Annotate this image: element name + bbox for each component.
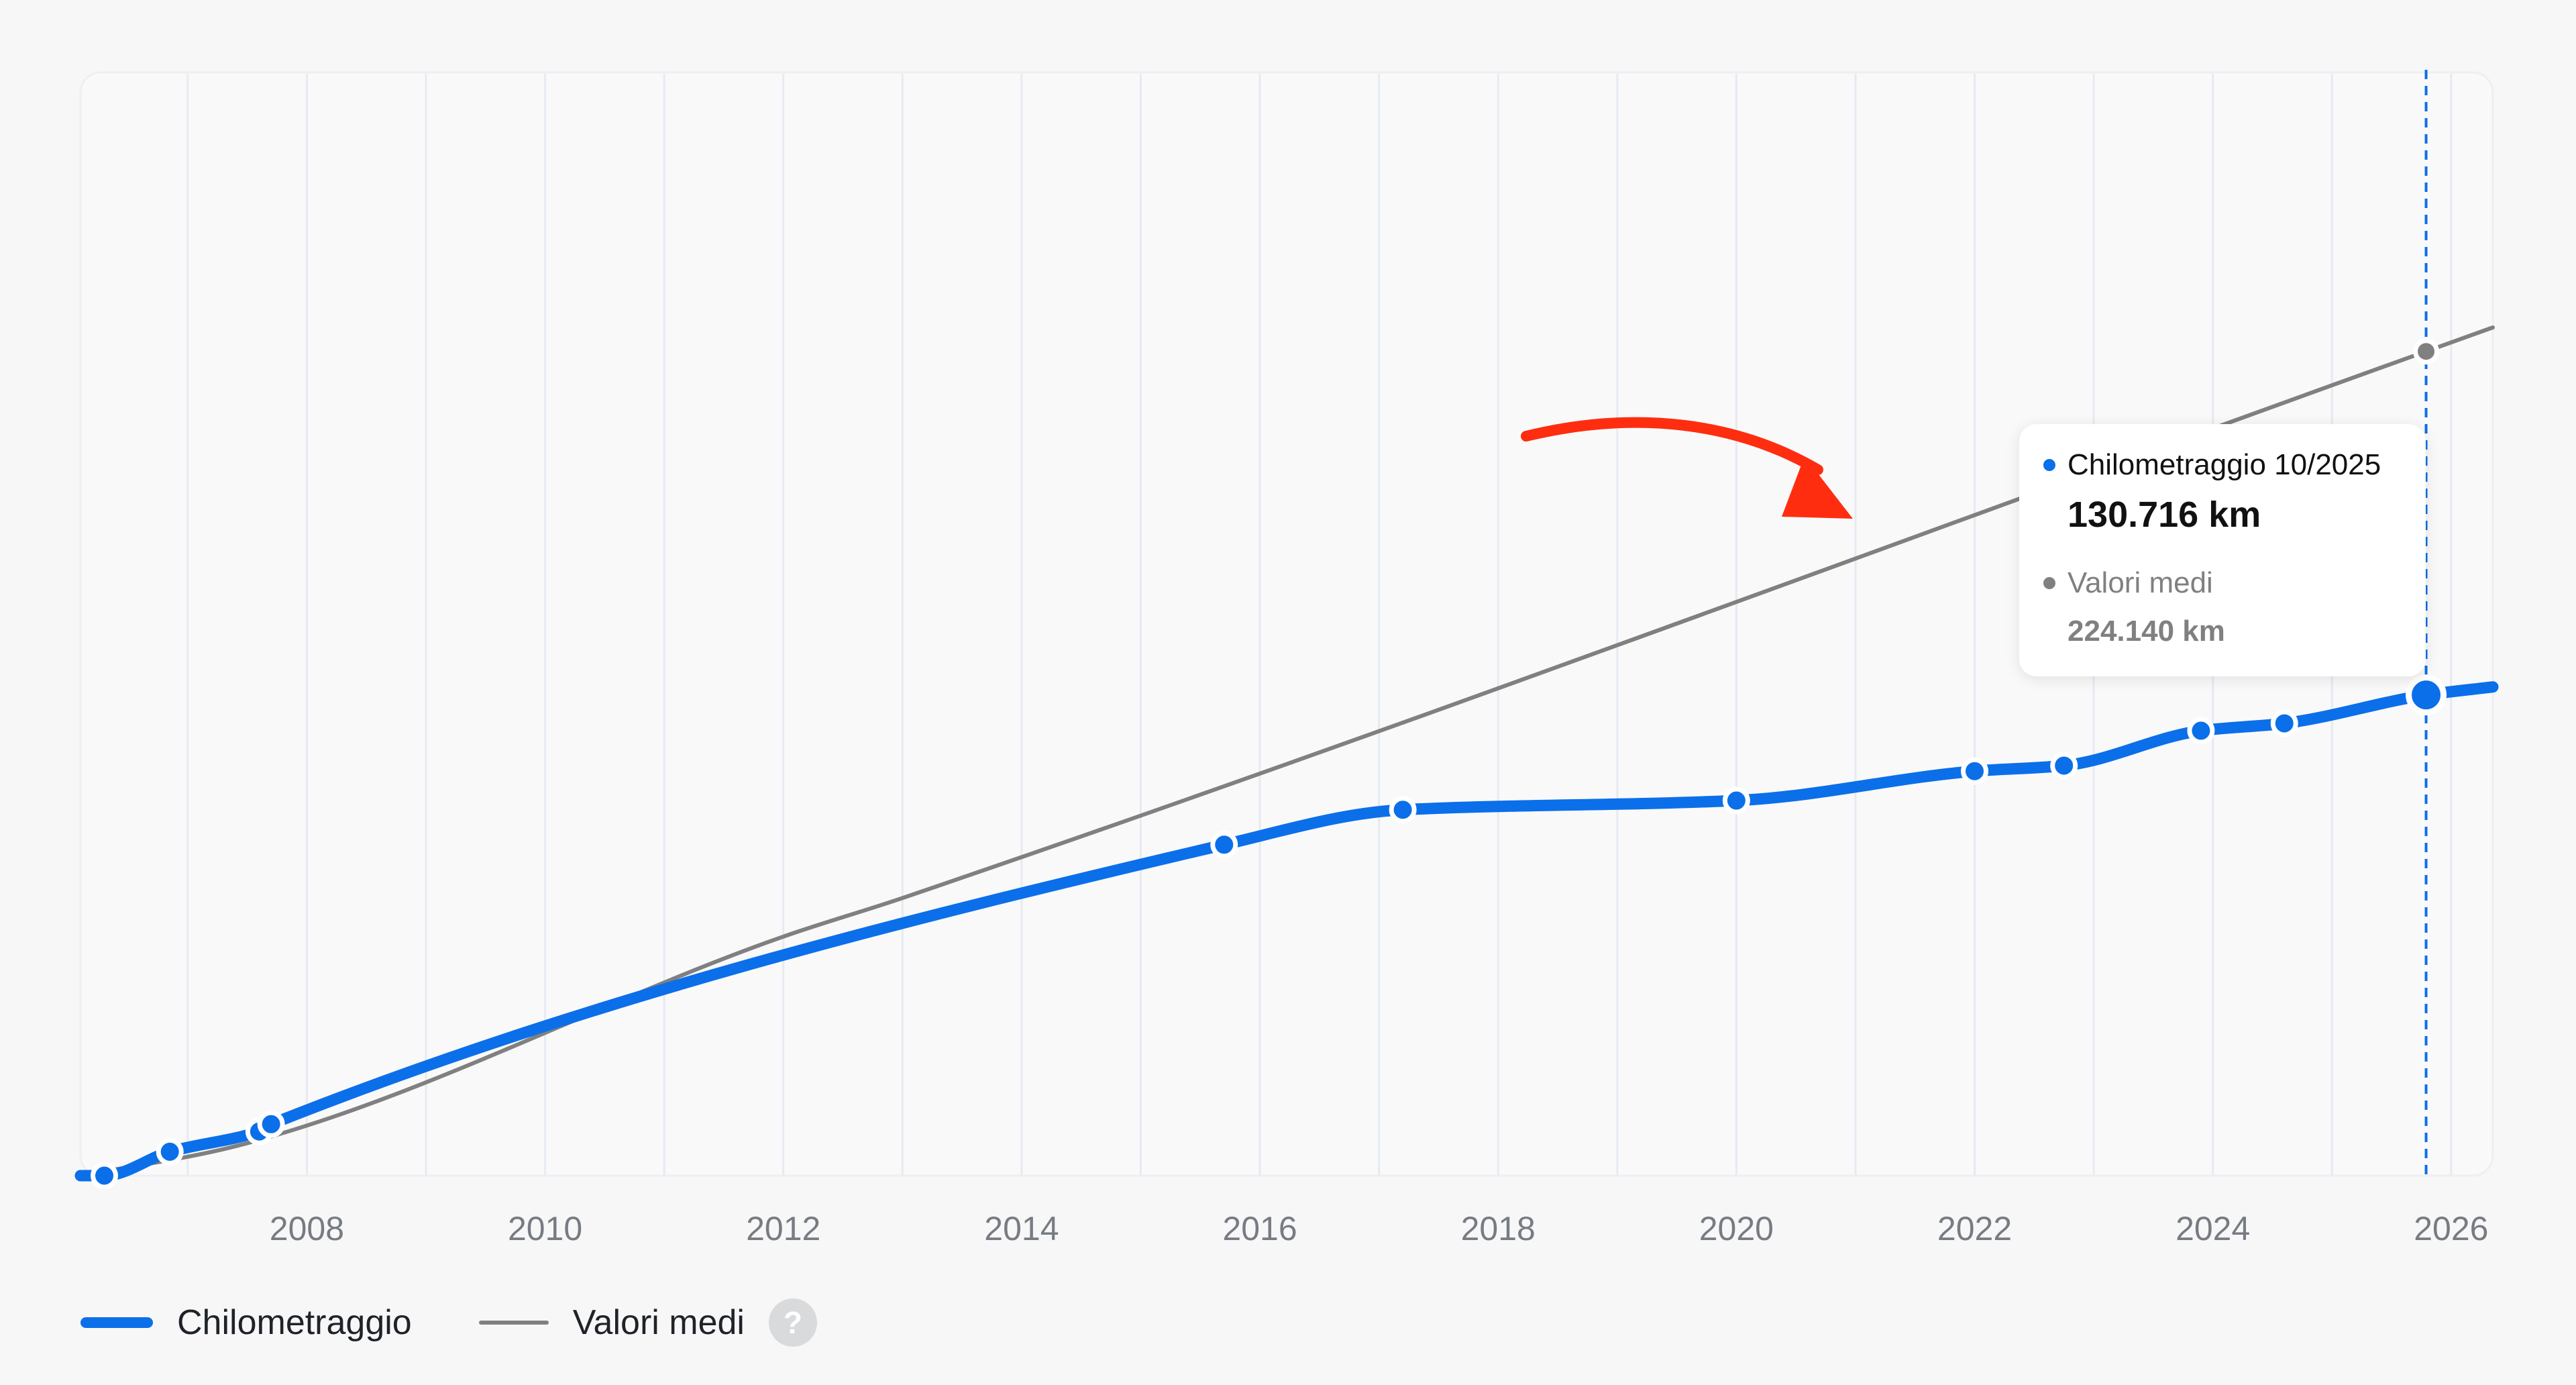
x-tick-label-2016: 2016 xyxy=(1222,1210,1297,1247)
legend-item-chilometraggio[interactable]: Chilometraggio xyxy=(80,1302,412,1343)
legend-item-valori-medi[interactable]: Valori medi xyxy=(478,1302,745,1343)
question-circle-icon[interactable]: ? xyxy=(768,1298,817,1347)
x-tick-label-2008: 2008 xyxy=(270,1210,344,1247)
chilometraggio-point-6 xyxy=(1722,786,1750,815)
tooltip-km-row: Chilometraggio 10/2025 xyxy=(2043,448,2402,482)
chilometraggio-point-3 xyxy=(257,1110,285,1138)
x-tick-label-2026: 2026 xyxy=(2414,1210,2488,1247)
chilometraggio-point-7 xyxy=(1961,757,1989,785)
x-tick-label-2010: 2010 xyxy=(508,1210,582,1247)
chilometraggio-point-5 xyxy=(1389,796,1417,824)
chilometraggio-points xyxy=(91,674,2447,1190)
legend-swatch-chilometraggio xyxy=(80,1317,153,1328)
tooltip-km-label: Chilometraggio 10/2025 xyxy=(2068,448,2381,481)
x-tick-label-2022: 2022 xyxy=(1937,1210,2012,1247)
chilometraggio-point-1 xyxy=(156,1137,184,1166)
x-tick-label-2012: 2012 xyxy=(746,1210,820,1247)
annotation-arrow-icon xyxy=(1521,417,1823,475)
tooltip-avg-label: Valori medi xyxy=(2068,566,2213,599)
avg-dot-icon xyxy=(2043,577,2055,589)
x-axis-labels: 2008 2010 2012 2014 2016 2018 2020 2022 2024 2026 xyxy=(270,1210,2489,1247)
x-tick-label-2014: 2014 xyxy=(984,1210,1059,1247)
chilometraggio-point-9 xyxy=(2187,717,2215,745)
valori-medi-point-4 xyxy=(2413,338,2440,365)
chilometraggio-point-10 xyxy=(2270,709,2298,737)
chilometraggio-point-11 xyxy=(2406,674,2447,716)
chilometraggio-point-8 xyxy=(2050,752,2078,780)
chart-tooltip: Chilometraggio 10/2025 130.716 km Valori… xyxy=(2019,424,2426,676)
plot-area xyxy=(79,71,2494,1177)
chilometraggio-point-4 xyxy=(1210,831,1238,859)
annotation-arrow-head-icon xyxy=(1782,456,1853,519)
km-dot-icon xyxy=(2043,459,2055,471)
legend-swatch-valori-medi xyxy=(478,1321,549,1325)
tooltip-avg-value: 224.140 km xyxy=(2068,615,2225,648)
x-tick-label-2020: 2020 xyxy=(1699,1210,1774,1247)
chilometraggio-point-0 xyxy=(91,1162,119,1190)
x-tick-label-2018: 2018 xyxy=(1461,1210,1536,1247)
grid-lines xyxy=(186,74,2453,1176)
tooltip-km-value: 130.716 km xyxy=(2068,495,2261,535)
tooltip-avg-row: Valori medi xyxy=(2043,566,2402,600)
legend-label-chilometraggio: Chilometraggio xyxy=(177,1303,412,1342)
legend-label-valori-medi: Valori medi xyxy=(572,1303,745,1342)
chart-legend: Chilometraggio Valori medi ? xyxy=(80,1298,817,1347)
x-tick-label-2024: 2024 xyxy=(2176,1210,2250,1247)
valori-medi-points xyxy=(2413,338,2440,365)
